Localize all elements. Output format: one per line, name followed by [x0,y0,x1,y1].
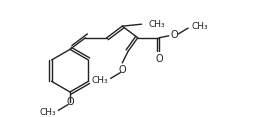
Text: CH₃: CH₃ [40,108,56,117]
Text: CH₃: CH₃ [91,76,108,85]
Text: O: O [66,97,74,107]
Text: CH₃: CH₃ [192,22,209,31]
Text: O: O [171,30,178,40]
Text: CH₃: CH₃ [149,20,165,29]
Text: O: O [118,65,126,75]
Text: O: O [155,54,163,64]
